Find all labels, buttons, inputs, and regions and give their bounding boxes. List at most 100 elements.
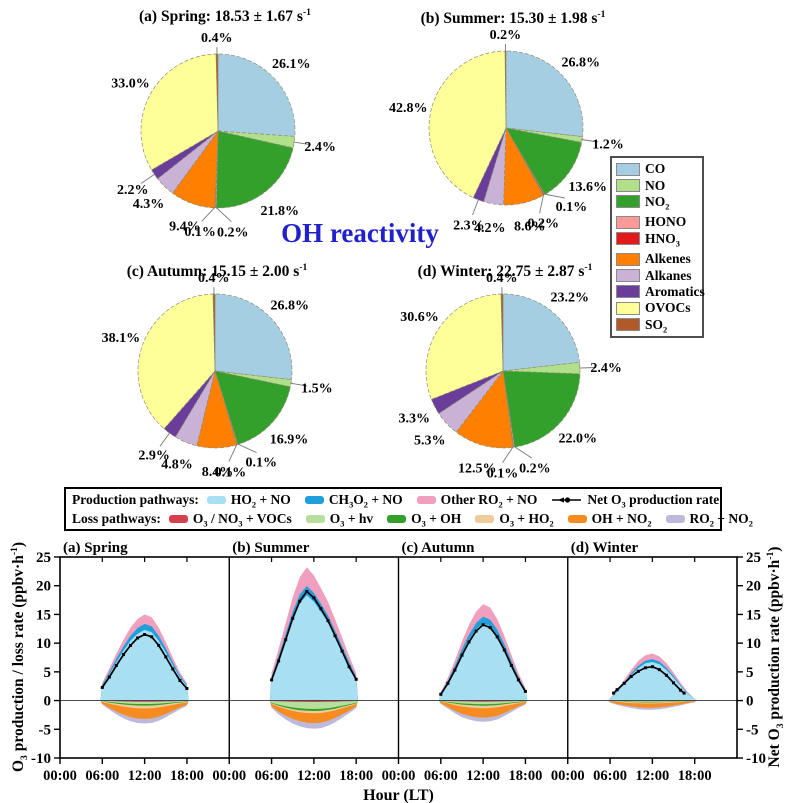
pie-leader-line-HONO bbox=[513, 446, 532, 459]
pie-slice-OVOCs bbox=[425, 293, 504, 400]
pathway-legend-item-RO2+NO2: RO2 + NO2 bbox=[665, 511, 753, 528]
net-line-marker bbox=[312, 596, 316, 600]
y-tick-label-left: 20 bbox=[36, 579, 51, 595]
legend-label-SO2: SO2 bbox=[645, 316, 668, 335]
legend-swatch-CO bbox=[616, 162, 640, 176]
pathway-swatch-RO2+NO2 bbox=[665, 514, 685, 523]
net-line-marker bbox=[157, 643, 161, 647]
legend-label-OVOCs: OVOCs bbox=[645, 300, 691, 316]
pie-percent-label-Alkenes: 12.5% bbox=[458, 462, 497, 477]
pie-slice-Alkenes bbox=[196, 369, 238, 449]
net-line-marker bbox=[129, 643, 132, 647]
net-line-marker bbox=[122, 653, 125, 657]
pie-leader-line-HNO3 bbox=[228, 443, 238, 462]
net-line-marker bbox=[672, 681, 675, 685]
pathway-swatch-CH3O2+NO bbox=[304, 495, 324, 504]
pie-percent-label-Alkanes: 4.2% bbox=[474, 221, 506, 236]
legend-label-CO: CO bbox=[645, 161, 666, 177]
area-production-HO2+NO bbox=[608, 662, 697, 701]
panel-bsummer bbox=[269, 567, 358, 729]
pie-slice-Alkanes bbox=[174, 370, 216, 447]
pie-leader-line-HNO3 bbox=[539, 194, 545, 214]
pie-percent-label-Aromatics: 2.3% bbox=[453, 218, 485, 233]
pathway-label-Other RO2+NO: Other RO2 + NO bbox=[440, 491, 538, 510]
pie-leader-line-NO bbox=[290, 382, 308, 387]
pie-leader-line-Aromatics bbox=[159, 432, 171, 447]
pie-slice-NO2 bbox=[215, 130, 294, 209]
net-line-marker bbox=[453, 668, 457, 672]
net-line-marker bbox=[516, 678, 520, 682]
net-line-marker bbox=[523, 689, 527, 693]
pie-b: 26.8%1.2%13.6%0.1%0.2%8.6%4.2%2.3%42.8%0… bbox=[389, 28, 624, 236]
pie-slice-SO2 bbox=[500, 293, 504, 372]
net-line-marker bbox=[185, 687, 189, 690]
pie-slice-SO2 bbox=[215, 53, 219, 132]
panel-cautumn bbox=[439, 604, 528, 722]
pie-slice-CO bbox=[505, 50, 584, 138]
net-line-marker bbox=[171, 667, 175, 671]
pie-slice-Alkanes bbox=[157, 130, 219, 194]
y-tick-label-right: 10 bbox=[746, 636, 761, 652]
pathway-label-OH+NO2: OH + NO2 bbox=[591, 510, 652, 529]
y-tick-label-right: 15 bbox=[746, 607, 761, 623]
x-tick-label: 00:00 bbox=[551, 768, 585, 784]
pie-legend-item-HONO: HONO bbox=[616, 214, 698, 230]
y-tick-label-right: 25 bbox=[746, 550, 761, 566]
pie-percent-label-HNO3: 0.1% bbox=[215, 466, 247, 481]
net-line-marker bbox=[354, 677, 358, 681]
x-tick-label: 00:00 bbox=[382, 768, 416, 784]
pie-percent-label-Aromatics: 3.3% bbox=[398, 411, 430, 426]
pie-percent-label-Alkanes: 4.3% bbox=[133, 197, 165, 212]
pie-slice-SO2 bbox=[504, 50, 507, 129]
x-tick-label: 18:00 bbox=[339, 768, 373, 784]
pie-slice-Alkenes bbox=[455, 370, 514, 449]
panel-title: (a) Spring bbox=[63, 540, 128, 556]
pie-slice-NO2 bbox=[505, 127, 583, 195]
pathway-swatch-O3+hv bbox=[305, 514, 325, 523]
legend-swatch-Alkenes bbox=[616, 252, 640, 266]
pie-percent-label-HONO: 0.2% bbox=[519, 462, 551, 477]
pathway-legend-item-O3+OH: O3 + OH bbox=[387, 511, 461, 528]
y-tick-label-left: 0 bbox=[44, 694, 52, 710]
pie-slice-CO bbox=[214, 293, 293, 381]
pathway-label-O3+HO2: O3 + HO2 bbox=[499, 510, 554, 529]
net-line-marker bbox=[291, 616, 295, 620]
pie-percent-label-Alkenes: 8.6% bbox=[514, 219, 546, 234]
net-line-marker bbox=[467, 640, 471, 644]
legend-label-HNO3: HNO3 bbox=[645, 230, 680, 249]
legend-swatch-Aromatics bbox=[616, 285, 640, 299]
pie-leader-line-HONO bbox=[544, 193, 566, 199]
net-line-marker bbox=[326, 619, 330, 623]
y-tick-label-right: 20 bbox=[746, 579, 761, 595]
x-tick-label: 18:00 bbox=[678, 768, 712, 784]
net-line-marker bbox=[150, 635, 154, 639]
pathway-legend-item-HO2+NO: HO2 + NO bbox=[206, 492, 291, 509]
net-line-marker bbox=[319, 607, 323, 611]
legend-label-Alkenes: Alkenes bbox=[645, 251, 691, 267]
pie-percent-label-CO: 26.1% bbox=[272, 57, 311, 72]
pie-percent-label-NO2: 13.6% bbox=[568, 180, 607, 195]
right-y-axis-title: Net O3 production rate (ppbv·h-1) bbox=[764, 546, 787, 768]
net-line-marker bbox=[509, 664, 513, 667]
pie-slice-NO2 bbox=[502, 370, 581, 448]
net-line-marker bbox=[481, 623, 485, 627]
area-production-HO2+NO bbox=[100, 629, 189, 701]
pie-percent-label-NO: 2.4% bbox=[304, 140, 336, 155]
net-line-marker bbox=[100, 685, 104, 689]
pie-percent-label-SO2: 0.4% bbox=[486, 271, 518, 286]
pie-percent-label-NO: 2.4% bbox=[590, 361, 622, 376]
legend-label-NO: NO bbox=[645, 177, 666, 193]
legend-swatch-NO bbox=[616, 179, 640, 193]
y-tick-label-left: 15 bbox=[36, 607, 51, 623]
pathway-label-O3+hv: O3 + hv bbox=[329, 510, 374, 529]
net-line-marker bbox=[143, 633, 147, 636]
net-line-marker bbox=[178, 679, 182, 682]
net-line-marker bbox=[136, 636, 140, 640]
legend-swatch-SO2 bbox=[616, 318, 640, 332]
panel-title: (d) Winter bbox=[571, 540, 639, 556]
y-tick-label-left: -10 bbox=[31, 751, 51, 767]
pie-legend-item-CO: CO bbox=[616, 161, 698, 177]
x-tick-label: 12:00 bbox=[128, 768, 162, 784]
y-tick-label-right: -10 bbox=[746, 751, 766, 767]
pie-percent-label-CO: 26.8% bbox=[561, 55, 600, 70]
